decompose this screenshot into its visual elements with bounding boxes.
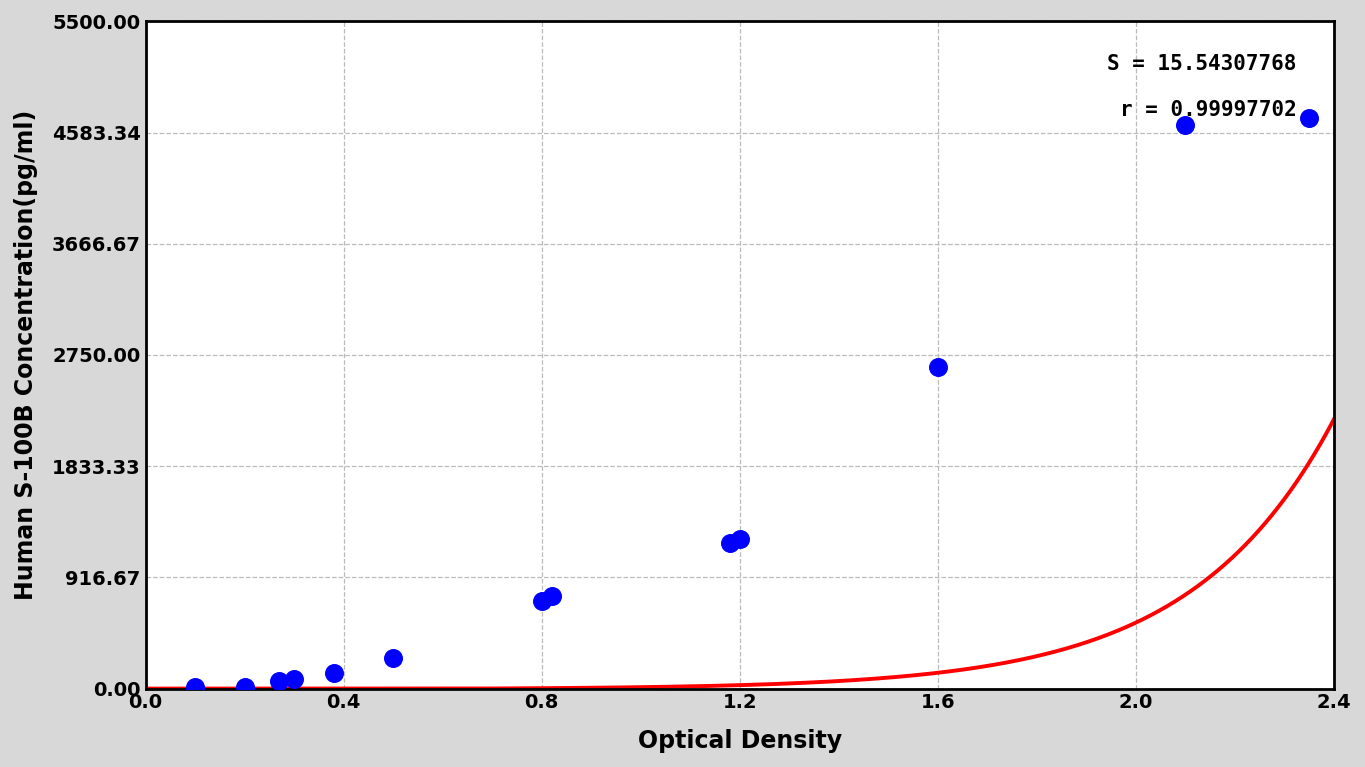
- Point: [719, 537, 741, 549]
- Point: [269, 675, 291, 687]
- Point: [1298, 112, 1320, 124]
- Point: [729, 533, 751, 545]
- Y-axis label: Human S-100B Concentration(pg/ml): Human S-100B Concentration(pg/ml): [14, 110, 38, 600]
- Point: [184, 681, 206, 693]
- X-axis label: Optical Density: Optical Density: [637, 729, 842, 753]
- Point: [322, 667, 344, 679]
- Point: [531, 595, 553, 607]
- Point: [927, 361, 949, 374]
- Point: [382, 652, 404, 664]
- Point: [233, 680, 255, 693]
- Point: [1174, 118, 1196, 130]
- Text: r = 0.99997702: r = 0.99997702: [1121, 100, 1297, 120]
- Point: [541, 591, 562, 603]
- Point: [283, 673, 304, 685]
- Text: S = 15.54307768: S = 15.54307768: [1107, 54, 1297, 74]
